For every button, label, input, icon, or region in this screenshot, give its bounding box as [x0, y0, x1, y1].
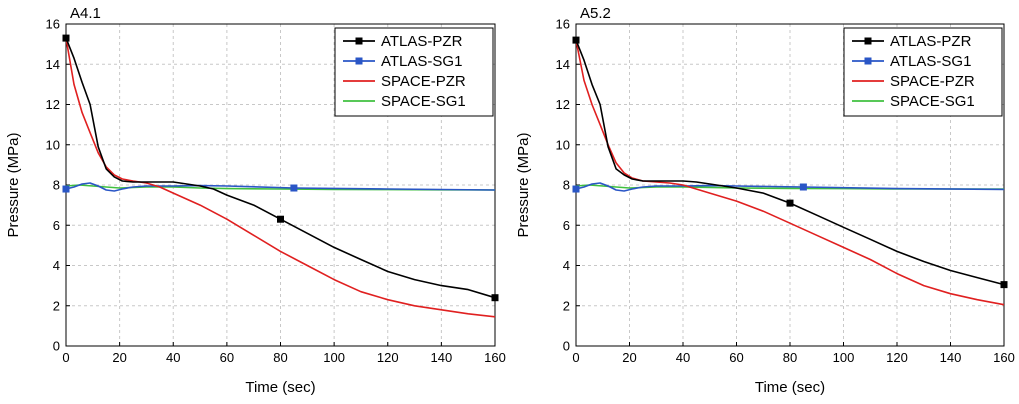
data-point-atlas-sg1: [62, 185, 70, 193]
legend-marker: [355, 37, 363, 45]
x-tick-label: 120: [886, 350, 908, 365]
x-tick-label: 20: [112, 350, 126, 365]
x-tick-label: 40: [676, 350, 690, 365]
legend-label: SPACE-PZR: [381, 73, 466, 90]
data-point-atlas-pzr: [1000, 281, 1008, 289]
chart-panel-1: 0 20 40 60 80 100 120 140 160 0 2 4 6 8 10 12 14 16 A4.1 Ti…: [5, 5, 506, 396]
x-tick-label: 60: [729, 350, 743, 365]
y-tick-label: 14: [556, 57, 570, 72]
x-tick-label: 80: [783, 350, 797, 365]
y-tick-label: 10: [46, 137, 60, 152]
x-tick-label: 140: [940, 350, 962, 365]
series-line-atlas-pzr: [65, 37, 496, 299]
legend-marker: [355, 57, 363, 65]
series-line-atlas-sg1: [65, 182, 496, 192]
y-axis-label: Pressure (MPa): [515, 132, 532, 237]
data-point-atlas-pzr: [572, 36, 580, 44]
x-tick-label: 160: [993, 350, 1015, 365]
series-line-space-pzr: [65, 37, 496, 318]
data-point-atlas-pzr: [491, 294, 499, 302]
x-tick-label: 120: [377, 350, 399, 365]
y-tick-label: 12: [556, 97, 570, 112]
legend: ATLAS-PZR ATLAS-SG1 SPACE-PZR SPACE-SG1: [334, 27, 494, 117]
y-tick-label: 6: [563, 218, 570, 233]
legend-label: ATLAS-SG1: [381, 53, 462, 70]
y-tick-label: 4: [53, 258, 60, 273]
y-tick-label: 10: [556, 137, 570, 152]
x-tick-label: 0: [572, 350, 579, 365]
y-tick-label: 0: [563, 339, 570, 354]
series-line-atlas-sg1: [575, 182, 1005, 192]
y-tick-label: 0: [53, 339, 60, 354]
x-tick-label: 60: [220, 350, 234, 365]
chart-title: A5.2: [580, 5, 611, 22]
y-tick-label: 12: [46, 97, 60, 112]
legend: ATLAS-PZR ATLAS-SG1 SPACE-PZR SPACE-SG1: [843, 27, 1003, 117]
data-point-atlas-pzr: [786, 199, 794, 207]
x-tick-label: 160: [484, 350, 506, 365]
y-tick-label: 8: [563, 178, 570, 193]
legend-label: ATLAS-PZR: [890, 33, 972, 50]
y-tick-label: 8: [53, 178, 60, 193]
data-point-atlas-sg1: [799, 183, 807, 191]
y-tick-label: 4: [563, 258, 570, 273]
x-tick-label: 140: [431, 350, 453, 365]
chart-panel-2: 0 20 40 60 80 100 120 140 160 0 2 4 6 8 10 12 14 16 A5.2 Ti…: [515, 5, 1015, 396]
y-tick-label: 2: [563, 298, 570, 313]
y-tick-label: 14: [46, 57, 60, 72]
legend-label: ATLAS-SG1: [890, 53, 971, 70]
y-axis-label: Pressure (MPa): [5, 132, 22, 237]
legend-label: SPACE-PZR: [890, 73, 975, 90]
legend-label: SPACE-SG1: [381, 93, 466, 110]
data-point-atlas-sg1: [290, 184, 298, 192]
y-tick-label: 6: [53, 218, 60, 233]
x-tick-label: 0: [62, 350, 69, 365]
y-tick-label: 16: [556, 17, 570, 32]
series-line-atlas-pzr: [575, 39, 1005, 286]
x-tick-label: 20: [622, 350, 636, 365]
x-tick-label: 40: [166, 350, 180, 365]
legend-marker: [864, 37, 872, 45]
x-axis-label: Time (sec): [245, 379, 315, 396]
x-tick-label: 80: [273, 350, 287, 365]
x-axis-label: Time (sec): [755, 379, 825, 396]
data-point-atlas-sg1: [572, 185, 580, 193]
y-tick-label: 16: [46, 17, 60, 32]
y-tick-label: 2: [53, 298, 60, 313]
data-point-atlas-pzr: [277, 215, 284, 223]
legend-marker: [864, 57, 872, 65]
x-tick-label: 100: [323, 350, 345, 365]
chart-title: A4.1: [70, 5, 101, 22]
x-tick-label: 100: [833, 350, 855, 365]
legend-label: SPACE-SG1: [890, 93, 975, 110]
legend-label: ATLAS-PZR: [381, 33, 463, 50]
data-point-atlas-pzr: [62, 34, 70, 42]
